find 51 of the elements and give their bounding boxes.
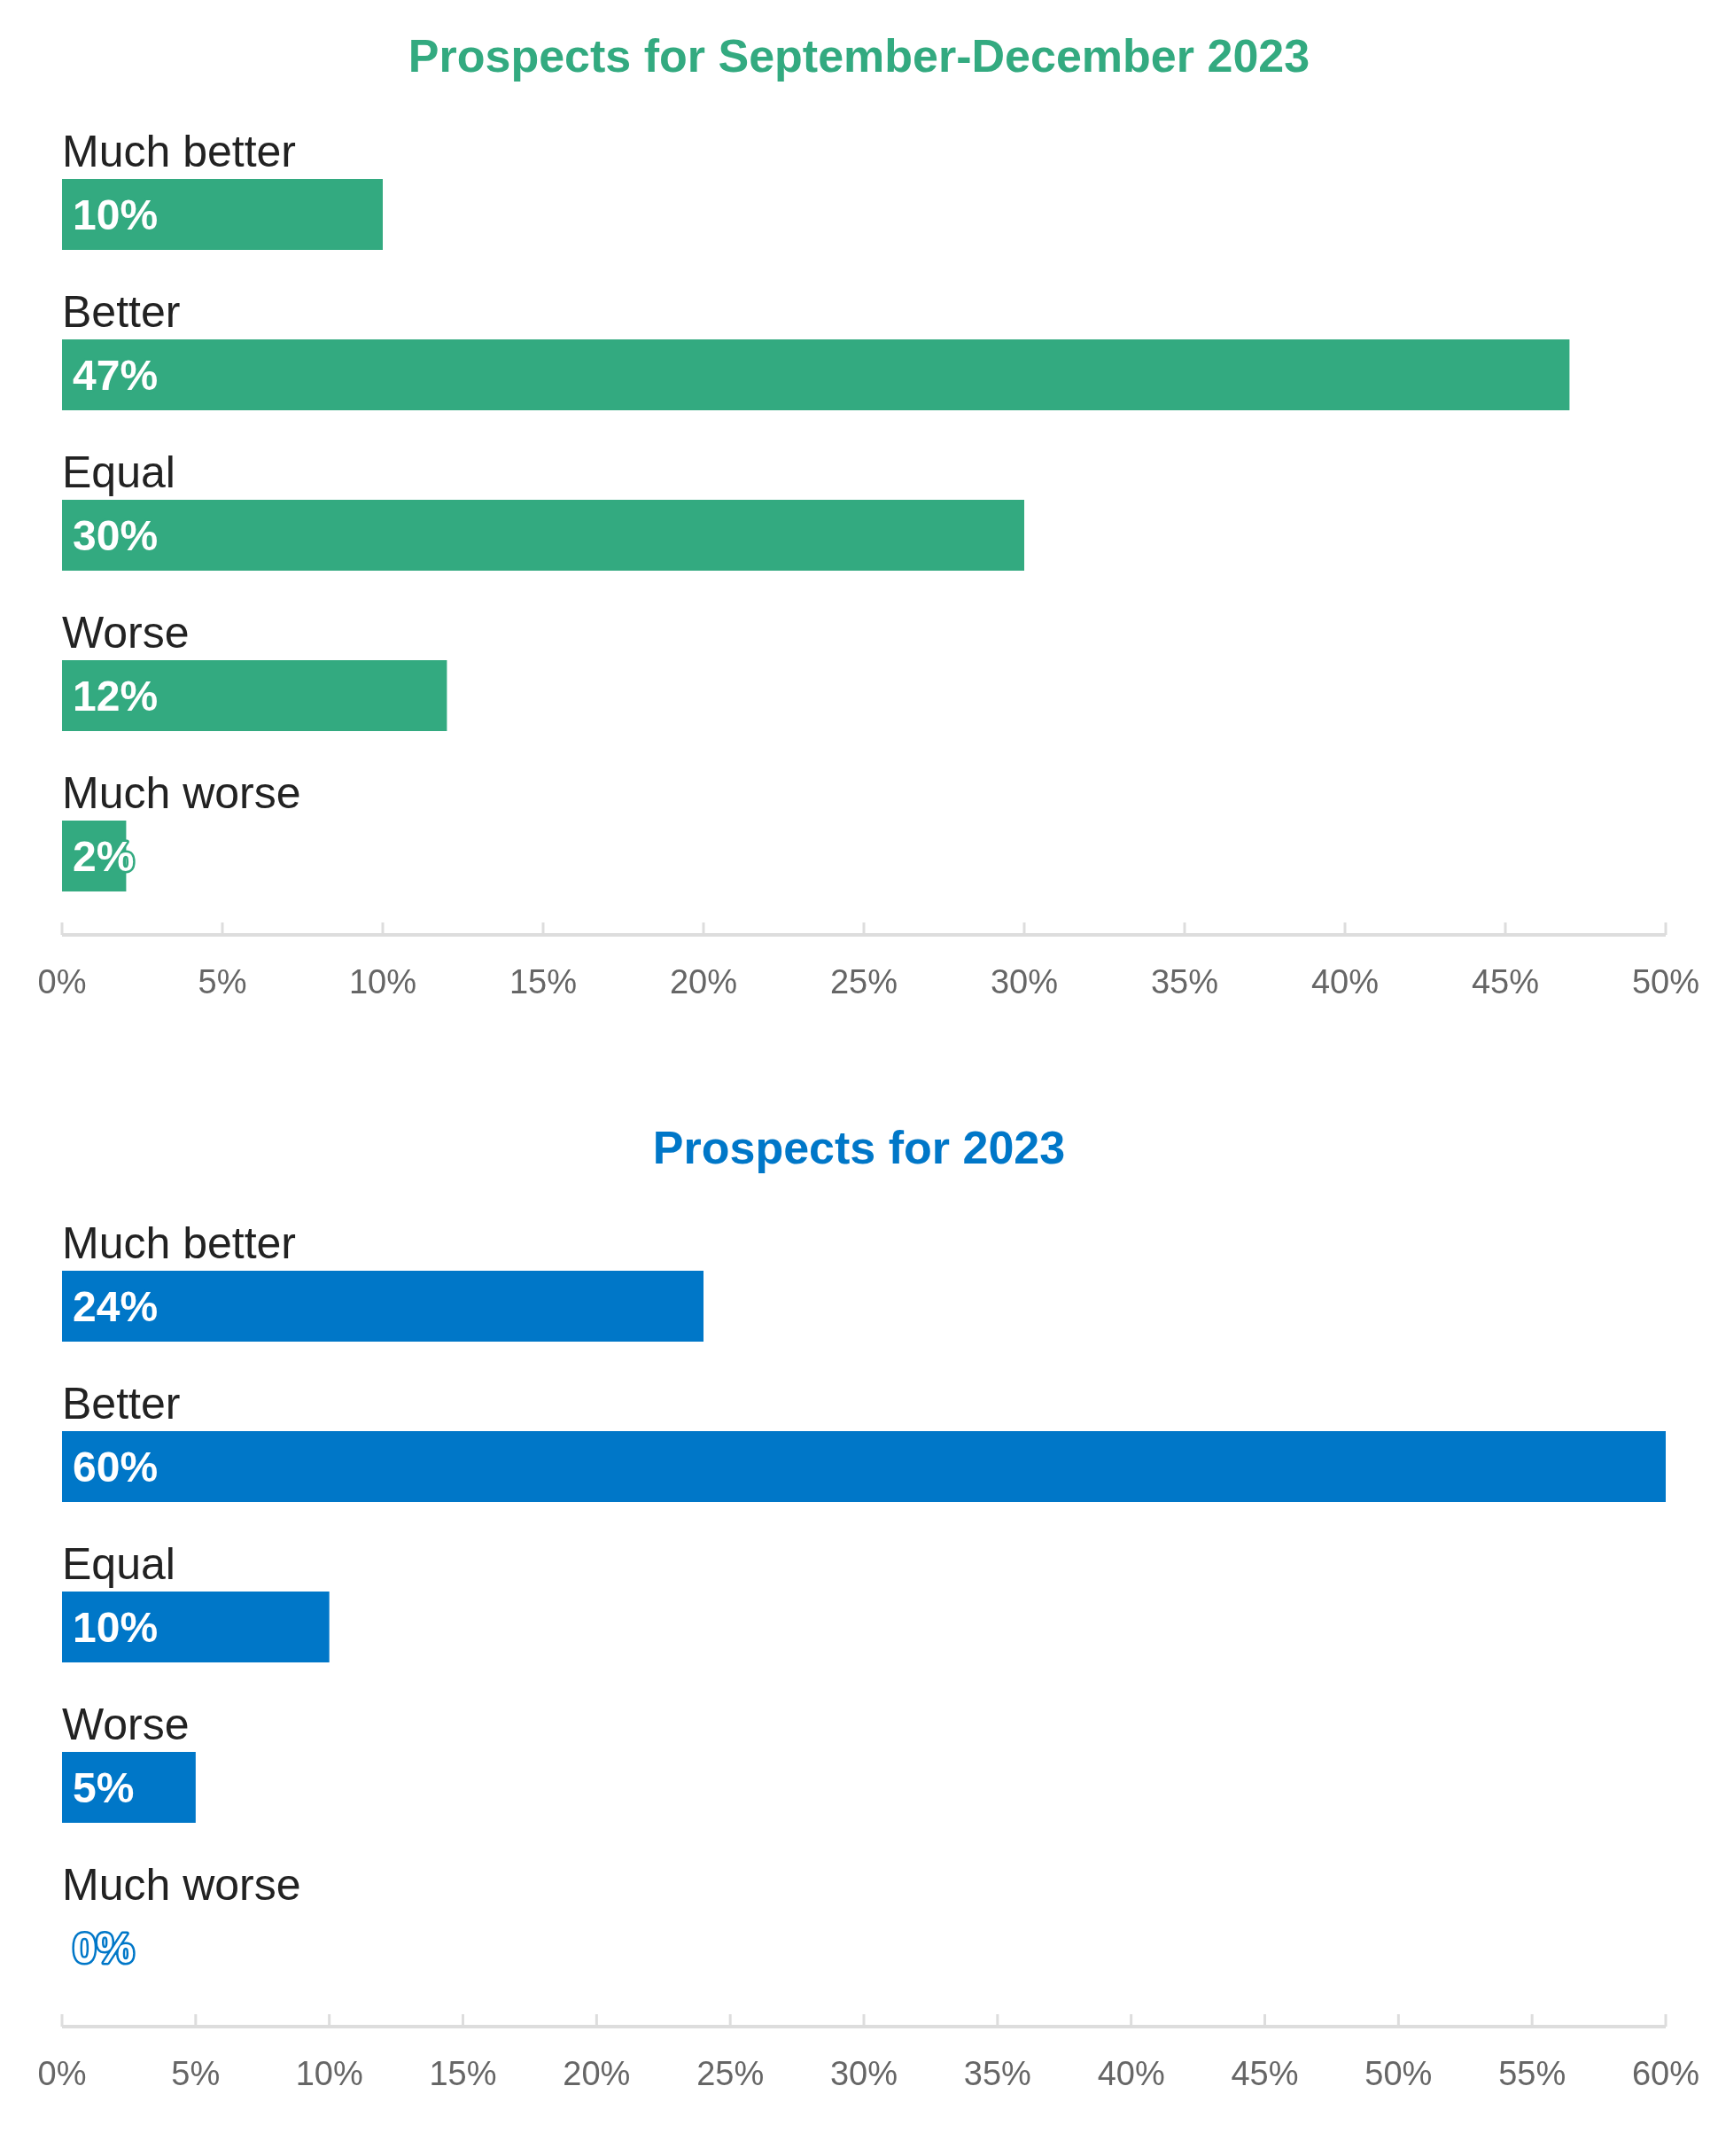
x-tick-label: 50% (1364, 2055, 1433, 2092)
x-tick-label: 30% (990, 963, 1059, 1000)
y-tick-label: Much worse (62, 768, 301, 818)
x-tick-label: 20% (563, 2055, 631, 2092)
bar (62, 1271, 704, 1342)
x-tick-label: 50% (1631, 963, 1700, 1000)
y-tick-label: Better (62, 287, 181, 337)
bar (62, 660, 447, 731)
bar (62, 500, 1024, 571)
data-label: 10% (73, 191, 159, 238)
x-tick-label: 0% (37, 2055, 87, 2092)
y-tick-label: Much better (62, 1218, 297, 1268)
data-label: 24% (73, 1283, 159, 1330)
x-tick-label: 55% (1498, 2055, 1566, 2092)
bar (62, 179, 383, 250)
x-tick-label: 10% (295, 2055, 363, 2092)
x-tick-label: 40% (1097, 2055, 1165, 2092)
x-tick-label: 45% (1231, 2055, 1299, 2092)
data-label: 12% (73, 673, 159, 720)
data-label: 60% (73, 1444, 159, 1491)
x-tick-label: 15% (509, 963, 578, 1000)
chart-title: Prospects for 2023 (652, 1122, 1066, 1173)
bar (62, 339, 1570, 410)
chart-title: Prospects for September-December 2023 (408, 30, 1310, 82)
data-label: 10% (73, 1604, 159, 1651)
x-tick-label: 5% (198, 963, 247, 1000)
x-tick-label: 35% (963, 2055, 1031, 2092)
x-tick-label: 5% (171, 2055, 221, 2092)
y-tick-label: Better (62, 1379, 181, 1428)
data-label: 30% (73, 512, 159, 559)
y-tick-label: Worse (62, 1700, 190, 1749)
data-label: 47% (73, 352, 159, 399)
x-tick-label: 0% (37, 963, 87, 1000)
x-tick-label: 15% (429, 2055, 497, 2092)
y-tick-label: Much worse (62, 1860, 301, 1910)
x-tick-label: 25% (829, 963, 898, 1000)
y-tick-label: Equal (62, 448, 175, 497)
data-label: 0% (73, 1925, 135, 1972)
y-tick-label: Much better (62, 127, 297, 176)
y-tick-label: Worse (62, 608, 190, 658)
data-label: 5% (73, 1764, 135, 1811)
bar (62, 1431, 1666, 1502)
x-tick-label: 20% (669, 963, 738, 1000)
x-tick-label: 40% (1310, 963, 1380, 1000)
x-tick-label: 35% (1150, 963, 1219, 1000)
y-tick-label: Equal (62, 1539, 175, 1589)
x-tick-label: 60% (1631, 2055, 1700, 2092)
x-tick-label: 30% (829, 2055, 898, 2092)
x-tick-label: 45% (1471, 963, 1540, 1000)
x-tick-label: 25% (696, 2055, 765, 2092)
x-tick-label: 10% (348, 963, 417, 1000)
